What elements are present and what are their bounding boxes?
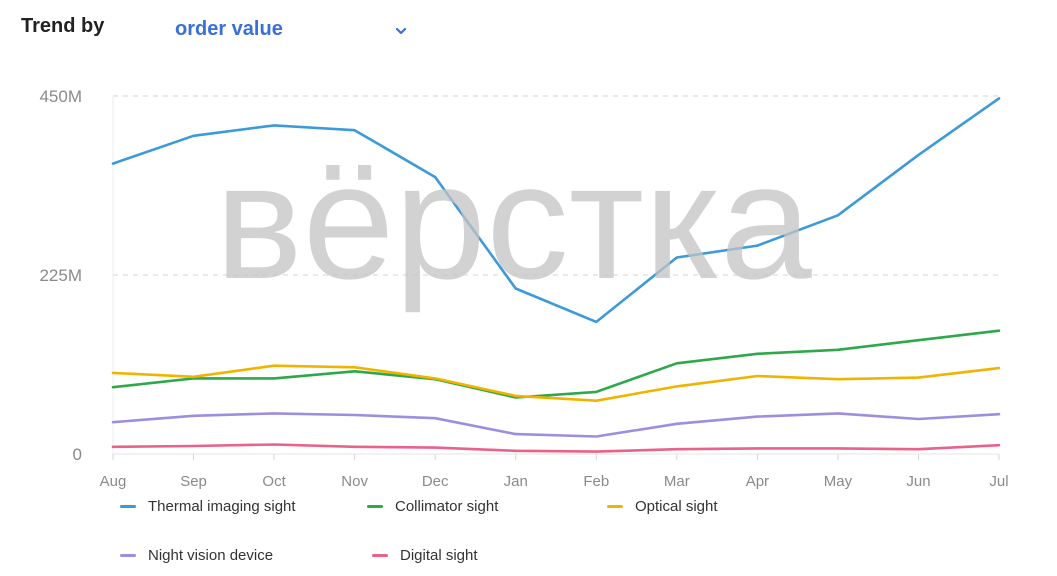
legend-swatch — [372, 553, 388, 557]
legend-label: Collimator sight — [395, 497, 499, 515]
legend-swatch — [120, 504, 136, 508]
legend-label: Digital sight — [400, 546, 478, 564]
series-line[interactable] — [111, 364, 1001, 403]
x-tick-label: Jan — [504, 473, 528, 490]
legend-item[interactable]: Optical sight — [607, 496, 718, 516]
legend-item[interactable]: Digital sight — [372, 545, 478, 565]
watermark-text: вёрстка — [215, 129, 812, 313]
chart-header: Trend by order value — [0, 0, 1057, 60]
legend-item[interactable]: Collimator sight — [367, 496, 498, 516]
y-tick-label: 450M — [39, 87, 82, 106]
series-line[interactable] — [111, 329, 1001, 399]
x-tick-label: Dec — [422, 473, 449, 490]
x-tick-label: Apr — [746, 473, 769, 490]
x-axis: Aug Sep Oct Nov Dec Jan Feb Mar Apr May Jun Jul — [100, 454, 1009, 490]
y-axis: 0 225M 450M — [39, 87, 82, 464]
metric-dropdown-value: order value — [175, 18, 283, 40]
legend-label: Optical sight — [635, 497, 718, 515]
y-tick-label: 0 — [73, 445, 82, 464]
line-chart: 0 225M 450M Aug Sep Oct Nov Dec Jan Feb Mar Apr May… — [39, 87, 1009, 490]
x-tick-label: Nov — [341, 473, 368, 490]
series-line[interactable] — [111, 412, 1001, 438]
legend-item[interactable]: Thermal imaging sight — [120, 496, 296, 516]
x-tick-label: Mar — [664, 473, 690, 490]
chevron-down-icon — [395, 23, 407, 41]
x-tick-label: Jul — [989, 473, 1008, 490]
x-tick-label: Oct — [262, 473, 286, 490]
legend-label: Night vision device — [148, 546, 274, 564]
series-lines — [111, 97, 1001, 453]
legend-item[interactable]: Night vision device — [120, 545, 273, 565]
x-tick-label: Aug — [100, 473, 127, 490]
series-line[interactable] — [111, 443, 1001, 453]
y-tick-label: 225M — [39, 266, 82, 285]
grid-lines — [112, 95, 999, 455]
x-tick-label: Feb — [583, 473, 609, 490]
x-tick-label: May — [824, 473, 853, 490]
series-line[interactable] — [111, 97, 1001, 324]
legend-swatch — [120, 553, 136, 557]
legend-swatch — [367, 504, 383, 508]
trend-by-label: Trend by — [21, 15, 105, 37]
legend-label: Thermal imaging sight — [148, 497, 296, 515]
legend-swatch — [607, 504, 623, 508]
x-tick-label: Sep — [180, 473, 207, 490]
metric-dropdown[interactable]: order value — [175, 18, 407, 41]
x-tick-label: Jun — [906, 473, 930, 490]
